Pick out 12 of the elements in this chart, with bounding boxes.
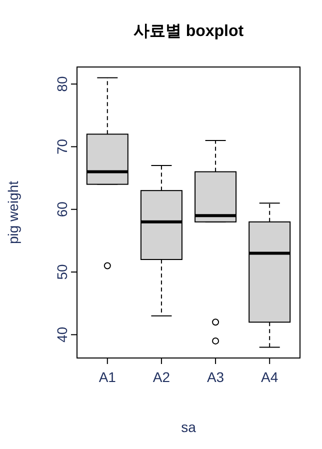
y-tick-label: 80	[54, 76, 70, 92]
x-axis-title: sa	[181, 419, 196, 435]
x-tick-label: A2	[152, 369, 170, 385]
y-tick-label: 60	[54, 201, 70, 218]
y-tick-label: 50	[54, 264, 70, 280]
y-axis-title: pig weight	[5, 180, 21, 244]
y-tick-label: 70	[54, 138, 70, 154]
x-tick-label: A1	[98, 369, 116, 385]
x-tick-label: A3	[206, 369, 224, 385]
y-tick-label: 40	[54, 326, 70, 342]
chart-title: 사료별 boxplot	[133, 23, 244, 40]
x-tick-label: A4	[261, 369, 278, 385]
